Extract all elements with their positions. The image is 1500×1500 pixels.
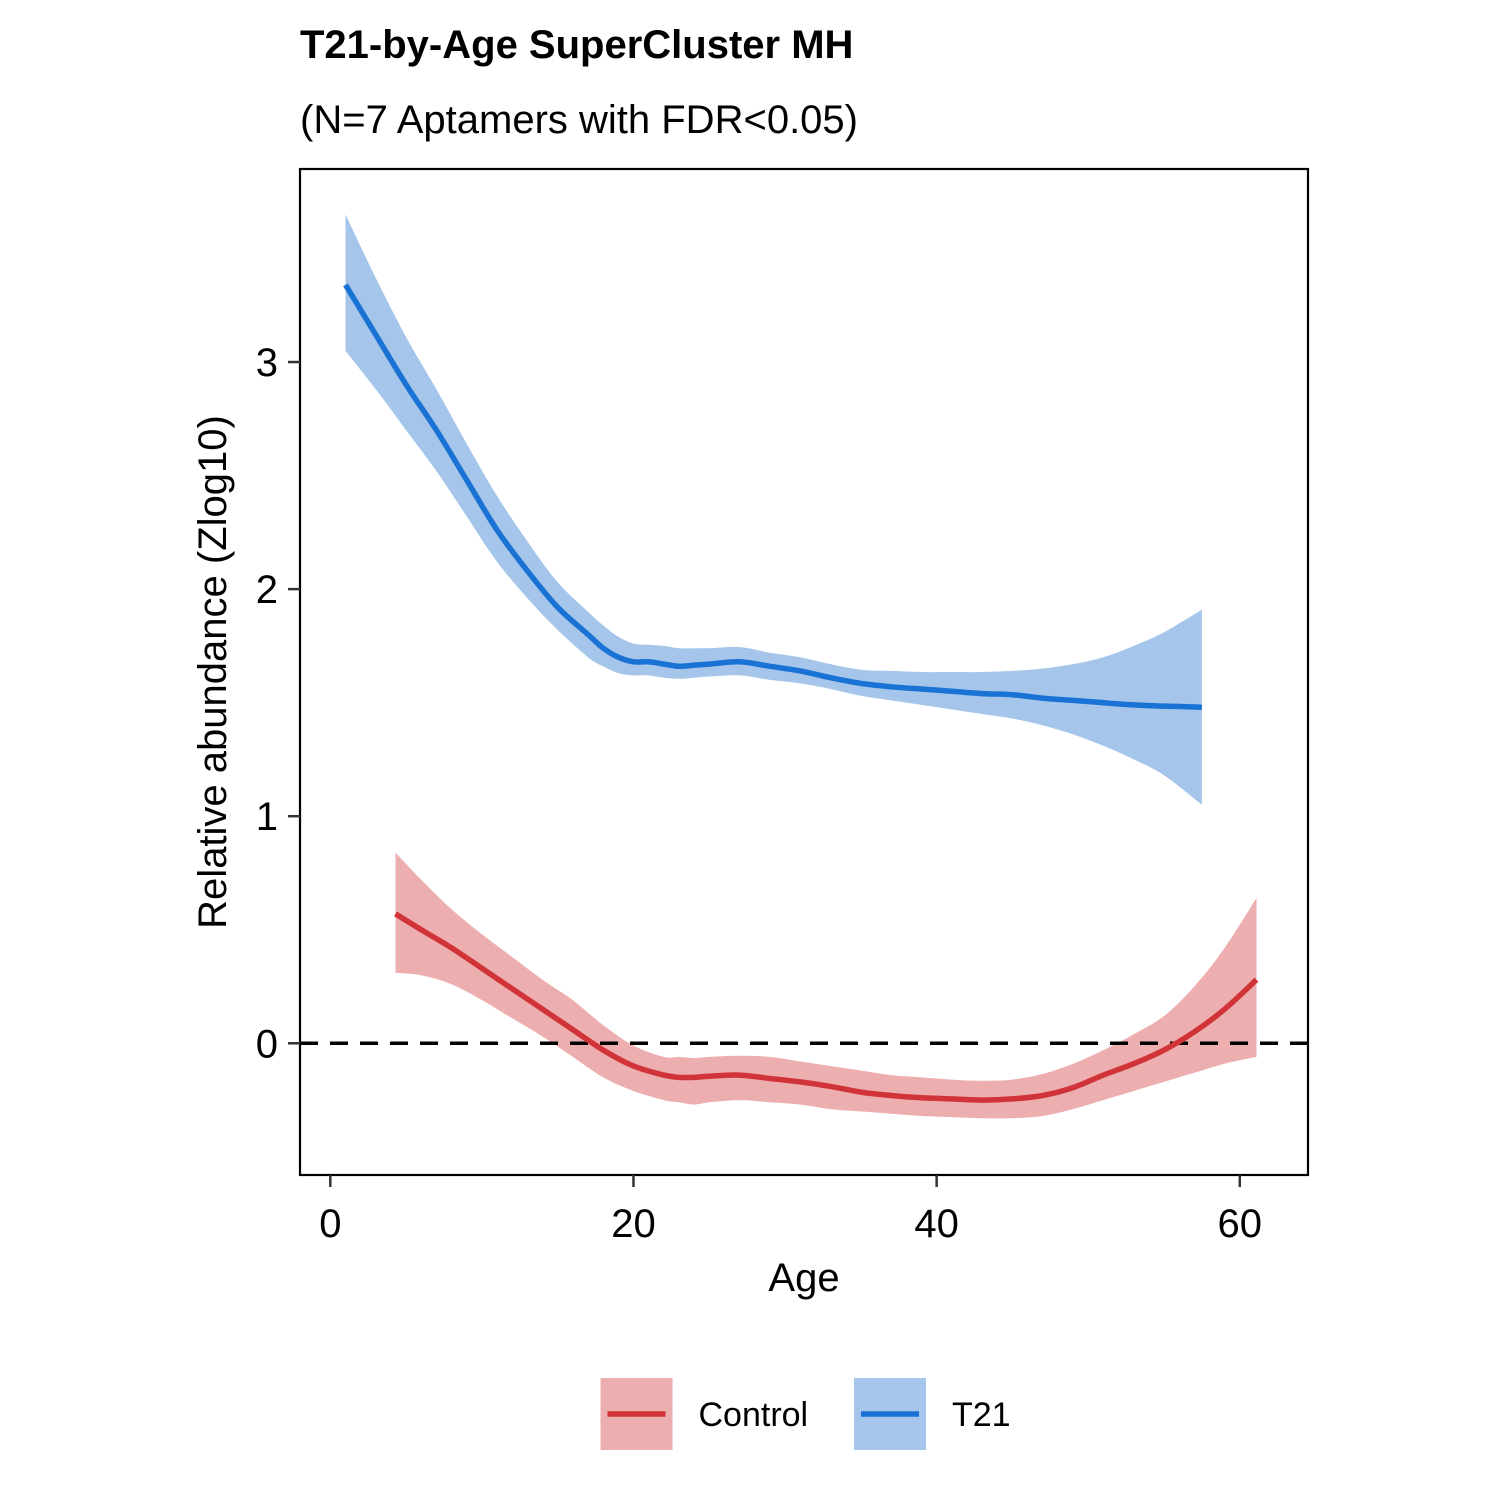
y-tick-label: 3: [256, 341, 278, 385]
legend-label-t21: T21: [952, 1396, 1011, 1434]
series-lines: [343, 283, 1259, 1103]
x-tick-label: 20: [611, 1202, 656, 1246]
band-t21: [345, 214, 1202, 805]
confidence-bands: [345, 214, 1257, 1119]
plot-panel-border: [298, 167, 1310, 1177]
x-axis: 0 20 40 60: [319, 1175, 1262, 1246]
legend-label-control: Control: [699, 1396, 809, 1434]
x-tick-label: 60: [1218, 1202, 1263, 1246]
x-tick-label: 0: [319, 1202, 341, 1246]
y-tick-label: 1: [256, 795, 278, 839]
x-axis-title: Age: [768, 1256, 839, 1300]
legend-entry-t21: T21: [854, 1378, 1011, 1450]
band-control: [395, 852, 1257, 1119]
line-t21: [343, 283, 1202, 710]
x-tick-label: 40: [914, 1202, 959, 1246]
chart-subtitle: (N=7 Aptamers with FDR<0.05): [300, 98, 858, 142]
y-axis-title: Relative abundance (Zlog10): [191, 415, 235, 929]
chart-title: T21-by-Age SuperCluster MH: [300, 23, 853, 67]
legend: Control T21: [600, 1378, 1011, 1450]
y-tick-label: 0: [256, 1022, 278, 1066]
legend-entry-control: Control: [600, 1378, 809, 1450]
line-control: [394, 911, 1259, 1103]
y-tick-label: 2: [256, 568, 278, 612]
y-axis: 0 1 2 3: [256, 341, 300, 1066]
